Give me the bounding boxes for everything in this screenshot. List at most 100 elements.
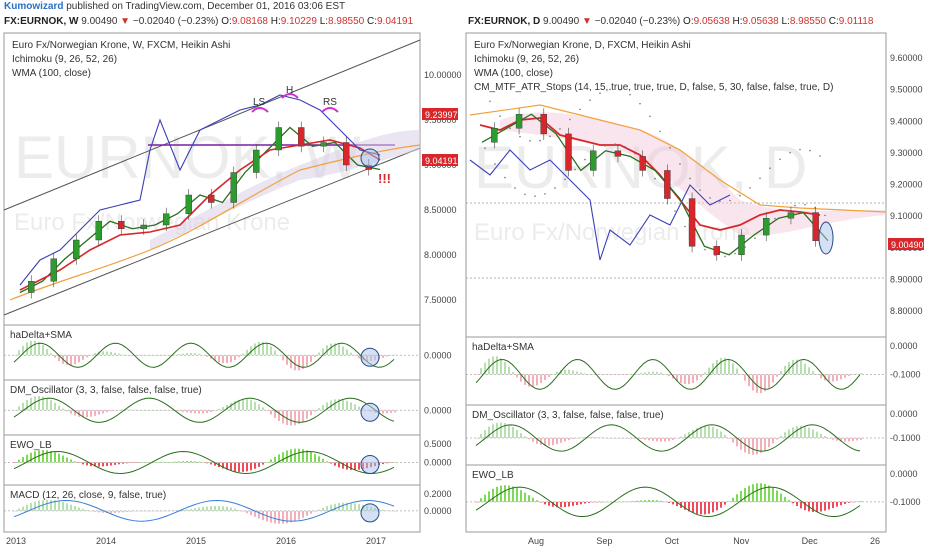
left-panel-bar	[74, 506, 76, 511]
left-panel-bar	[190, 352, 192, 356]
right-atr-dot	[499, 115, 501, 117]
right-panel-bar	[608, 501, 610, 503]
left-symbol[interactable]: FX:EURNOK, W	[4, 16, 79, 27]
right-last: 9.00490	[543, 16, 580, 27]
author-link[interactable]: Kumowizard	[4, 1, 64, 12]
left-panel-bar	[326, 506, 328, 511]
right-panel-bar	[856, 438, 858, 441]
left-panel-tick: 0.0000	[424, 506, 452, 516]
left-panel-bar	[58, 501, 60, 511]
left-price-axis[interactable]: 10.000009.500009.000008.500008.000007.50…	[424, 70, 462, 305]
left-panel-bar	[390, 510, 392, 512]
left-panel-bar	[206, 462, 208, 464]
right-main-pane[interactable]	[465, 32, 887, 338]
right-panel-bar	[696, 501, 698, 514]
left-panel-bar	[162, 462, 164, 463]
right-panel-bar	[672, 438, 674, 440]
right-panel-bar	[716, 501, 718, 511]
left-panel-bar	[314, 355, 316, 358]
left-panel-bar	[310, 510, 312, 514]
right-panel-bar	[804, 501, 806, 511]
right-panel-bar	[528, 495, 530, 502]
left-panel-bar	[142, 410, 144, 411]
left-panel-bar	[186, 410, 188, 413]
right-atr-dot	[629, 93, 631, 96]
left-panel-highlight-circle	[360, 347, 380, 367]
right-candle-body	[491, 128, 498, 143]
right-indicator-panels[interactable]: haDelta+SMA 0.0000 -0.1000 DM_Oscillator (3…	[465, 336, 921, 533]
right-panel-bar	[740, 490, 742, 502]
left-panel-bar	[70, 459, 72, 463]
left-panel-bar	[314, 454, 316, 463]
left-panel-bar	[22, 506, 24, 511]
right-time-tick: 26	[870, 536, 880, 546]
left-panel-bar	[202, 507, 204, 511]
right-time-axis[interactable]: Aug Sep Oct Nov Dec 26	[528, 536, 880, 546]
left-panel-bar	[358, 355, 360, 359]
charts-canvas[interactable]: EURNOK, W Euro Fx/Norwegian Krone LS H R…	[0, 30, 932, 550]
right-panel-bar	[616, 437, 618, 439]
left-panel-bar	[350, 352, 352, 356]
left-panel-bar	[258, 510, 260, 519]
right-atr-dot	[504, 176, 506, 179]
right-panel-bar	[680, 436, 682, 438]
right-panel-bar	[504, 361, 506, 375]
left-chart[interactable]: EURNOK, W Euro Fx/Norwegian Krone LS H R…	[3, 32, 462, 546]
left-candle-body	[320, 142, 327, 147]
right-panel-bar	[844, 501, 846, 504]
left-panel-bar	[14, 462, 16, 463]
left-panel-bar	[214, 462, 216, 466]
left-panel-bar	[138, 355, 140, 356]
right-panel-bar	[624, 501, 626, 503]
right-panel-bar	[572, 438, 574, 440]
right-chart[interactable]: EURNOK, D Euro Fx/Norwegian Krone Euro F…	[465, 32, 924, 546]
right-panel-bar	[816, 501, 818, 513]
right-panel-bar	[604, 501, 606, 503]
right-indicator-wma: WMA (100, close)	[474, 68, 553, 79]
right-panel-bar	[520, 433, 522, 438]
right-candle-body	[590, 150, 597, 171]
left-panel-bar	[130, 462, 132, 463]
left-panel-bar	[242, 353, 244, 356]
left-panel-bar	[194, 508, 196, 511]
right-atr-dot	[514, 187, 516, 189]
left-time-tick: 2015	[186, 536, 206, 546]
right-panel-bar	[480, 498, 482, 502]
right-symbol[interactable]: FX:EURNOK, D	[468, 16, 541, 27]
left-panel-title: MACD (12, 26, close, 9, false, true)	[10, 490, 166, 501]
left-main-pane[interactable]	[3, 32, 421, 326]
left-panel-bar	[258, 404, 260, 411]
right-panel-bar	[796, 501, 798, 507]
right-candle-body	[812, 212, 819, 241]
left-panel-bar	[202, 410, 204, 414]
right-panel-bar	[544, 374, 546, 381]
right-panel-bar	[484, 494, 486, 502]
left-panel-bar	[286, 410, 288, 426]
left-panel-bar	[162, 355, 164, 356]
left-indicator-panels[interactable]: haDelta+SMA 0.0000 DM_Oscillator (3, 3, fa…	[3, 324, 452, 533]
right-panel-bar	[560, 370, 562, 375]
left-panel-bar	[198, 461, 200, 463]
right-atr-dot	[804, 203, 806, 206]
right-panel-bar	[744, 374, 746, 381]
right-panel-bar	[704, 372, 706, 375]
right-candles	[491, 108, 819, 261]
left-panel-bar	[158, 410, 160, 411]
right-panel-bar	[748, 485, 750, 502]
right-panel-bar	[532, 438, 534, 442]
left-time-axis[interactable]: 2013 2014 2015 2016 2017	[6, 536, 386, 546]
right-chikou-line	[469, 149, 731, 261]
left-panel-bar	[62, 502, 64, 511]
left-panel-bar	[30, 452, 32, 463]
right-price-axis[interactable]: 9.60000 9.50000 9.40000 9.30000 9.20000 9.100…	[890, 53, 923, 316]
right-panel-bar	[656, 438, 658, 442]
right-atr-dot	[744, 246, 746, 248]
left-panel-bar	[330, 343, 332, 356]
left-panel-highlight-circle	[360, 402, 380, 422]
left-panel-bar	[178, 354, 180, 356]
left-panel-bar	[118, 510, 120, 513]
right-atr-dot	[614, 143, 616, 145]
left-panel-bar	[298, 510, 300, 520]
left-panel-bar	[42, 345, 44, 356]
right-price-tick: 9.60000	[890, 53, 923, 63]
